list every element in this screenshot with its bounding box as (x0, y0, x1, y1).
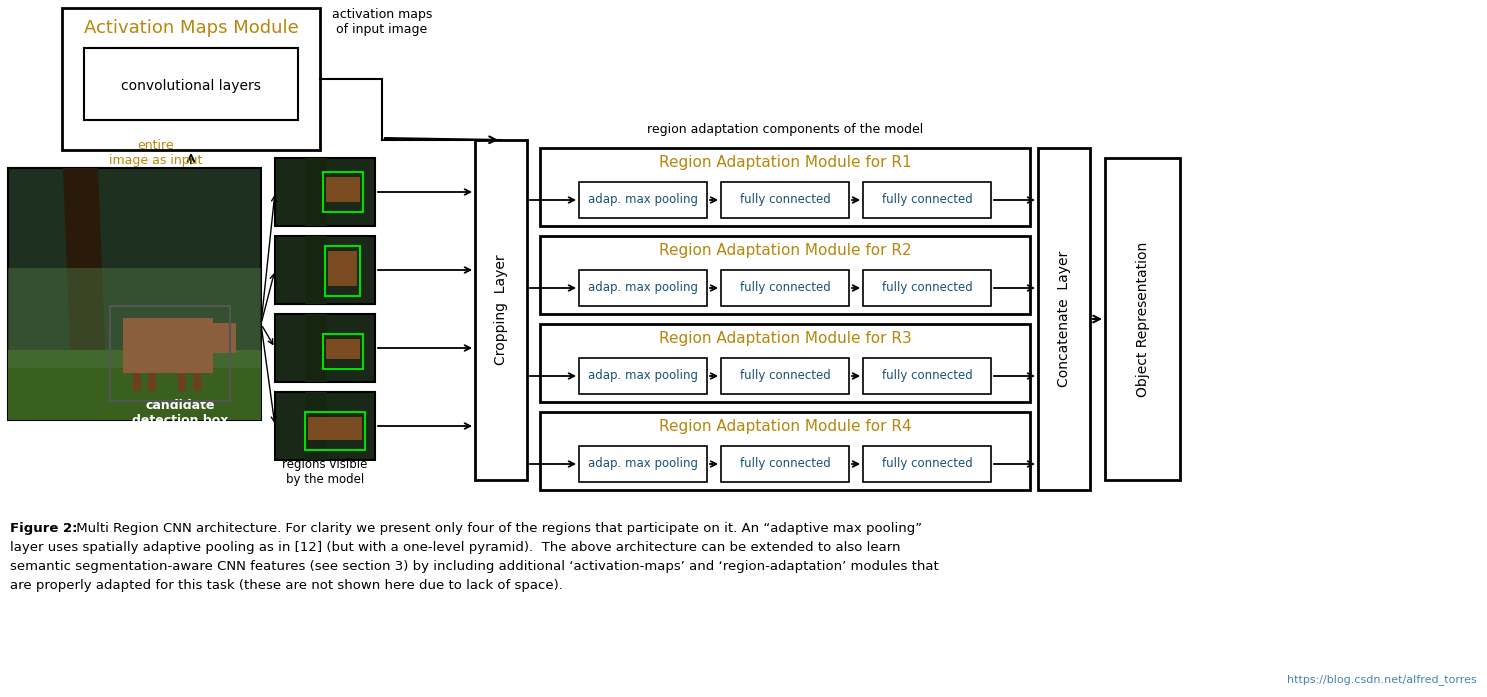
Bar (862, 446, 990, 482)
Bar (275, 236, 375, 304)
Text: regions visible
by the model: regions visible by the model (283, 458, 367, 486)
Bar (474, 140, 526, 480)
Text: Cropping  Layer: Cropping Layer (494, 254, 509, 365)
Bar (7, 168, 262, 420)
Text: activation maps
of input image: activation maps of input image (332, 8, 433, 36)
Bar (7, 350, 262, 420)
Bar (1105, 158, 1181, 480)
Bar (326, 339, 360, 359)
Bar (329, 251, 357, 286)
Text: Concatenate  Layer: Concatenate Layer (1057, 251, 1071, 387)
Text: semantic segmentation-aware CNN features (see section 3) by including additional: semantic segmentation-aware CNN features… (10, 560, 938, 573)
Text: Region Adaptation Module for R1: Region Adaptation Module for R1 (659, 155, 912, 169)
Bar (123, 318, 213, 373)
Bar (193, 373, 201, 391)
Text: are properly adapted for this task (these are not shown here due to lack of spac: are properly adapted for this task (thes… (10, 579, 564, 592)
Text: entire
image as input: entire image as input (110, 139, 202, 167)
Text: convolutional layers: convolutional layers (120, 79, 260, 93)
Bar (721, 182, 849, 218)
Bar (323, 172, 363, 212)
Bar (178, 373, 186, 391)
Bar (83, 48, 297, 120)
Bar (721, 358, 849, 394)
Text: Region Adaptation Module for R3: Region Adaptation Module for R3 (659, 330, 912, 346)
Text: adap. max pooling: adap. max pooling (587, 457, 697, 470)
Bar (323, 334, 363, 369)
Bar (7, 268, 262, 368)
Text: fully connected: fully connected (739, 194, 830, 206)
Bar (275, 392, 375, 460)
Bar (149, 373, 156, 391)
Text: fully connected: fully connected (739, 369, 830, 383)
Bar (578, 270, 706, 306)
Bar (1038, 148, 1090, 490)
Bar (540, 236, 1030, 314)
Text: fully connected: fully connected (882, 282, 972, 295)
Bar (305, 412, 364, 450)
Bar (578, 182, 706, 218)
Bar (275, 158, 375, 226)
Bar (275, 314, 375, 382)
Bar (862, 358, 990, 394)
Text: adap. max pooling: adap. max pooling (587, 282, 697, 295)
Bar (578, 446, 706, 482)
Text: adap. max pooling: adap. max pooling (587, 194, 697, 206)
Bar (132, 373, 141, 391)
Bar (540, 412, 1030, 490)
Text: Activation Maps Module: Activation Maps Module (83, 19, 299, 37)
Text: https://blog.csdn.net/alfred_torres: https://blog.csdn.net/alfred_torres (1288, 674, 1477, 685)
Text: region adaptation components of the model: region adaptation components of the mode… (647, 123, 923, 137)
Bar (305, 392, 327, 460)
Text: Object Representation: Object Representation (1136, 241, 1149, 397)
Text: Figure 2:: Figure 2: (10, 522, 77, 535)
Bar (305, 314, 327, 382)
Bar (305, 236, 327, 304)
Text: fully connected: fully connected (882, 457, 972, 470)
Text: layer uses spatially adaptive pooling as in [12] (but with a one-level pyramid).: layer uses spatially adaptive pooling as… (10, 541, 901, 554)
Text: adap. max pooling: adap. max pooling (587, 369, 697, 383)
Bar (540, 148, 1030, 226)
Bar (305, 158, 327, 226)
Text: fully connected: fully connected (739, 457, 830, 470)
Text: candidate
detection box: candidate detection box (132, 399, 228, 427)
Text: fully connected: fully connected (882, 369, 972, 383)
Text: Region Adaptation Module for R2: Region Adaptation Module for R2 (659, 243, 912, 257)
Polygon shape (62, 168, 109, 420)
Bar (308, 417, 361, 440)
Text: fully connected: fully connected (739, 282, 830, 295)
Bar (326, 177, 360, 202)
Bar (110, 306, 230, 401)
Bar (540, 324, 1030, 402)
Bar (721, 446, 849, 482)
Text: Region Adaptation Module for R4: Region Adaptation Module for R4 (659, 418, 912, 434)
Bar (862, 182, 990, 218)
Bar (862, 270, 990, 306)
Bar (721, 270, 849, 306)
Bar (62, 8, 320, 150)
Text: Multi Region CNN architecture. For clarity we present only four of the regions t: Multi Region CNN architecture. For clari… (71, 522, 922, 535)
Bar (578, 358, 706, 394)
Text: fully connected: fully connected (882, 194, 972, 206)
Bar (326, 246, 360, 296)
Bar (208, 323, 236, 353)
